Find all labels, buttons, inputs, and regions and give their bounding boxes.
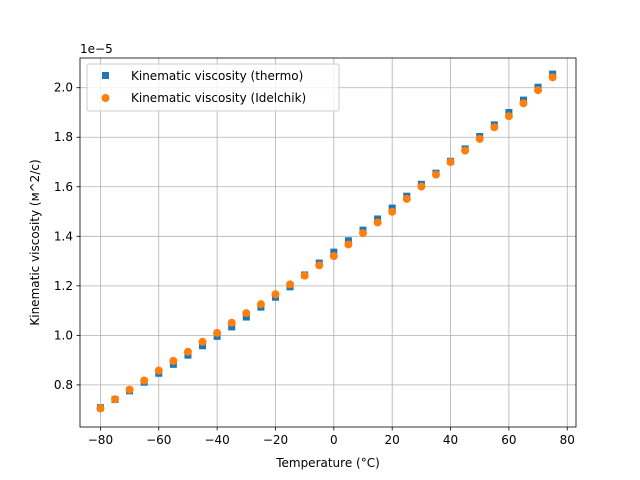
- y-tick-label: 1.2: [54, 279, 73, 293]
- point-idelchik: [461, 146, 470, 155]
- plot-frame: [79, 57, 577, 428]
- y-tick-label: 1.6: [54, 180, 73, 194]
- data-points: [96, 70, 557, 413]
- point-idelchik: [154, 366, 163, 375]
- x-tick-label: 80: [560, 433, 575, 447]
- point-idelchik: [344, 240, 353, 249]
- x-axis-label: Temperature (°C): [275, 456, 380, 470]
- point-idelchik: [519, 99, 528, 108]
- point-idelchik: [417, 182, 426, 191]
- point-idelchik: [256, 300, 265, 309]
- point-idelchik: [96, 404, 105, 413]
- point-idelchik: [359, 229, 368, 238]
- y-axis-label: Kinematic viscosity (м^2/с): [28, 159, 42, 325]
- y-tick-label: 2.0: [54, 81, 73, 95]
- point-idelchik: [111, 395, 120, 404]
- x-tick-label: −20: [263, 433, 288, 447]
- point-idelchik: [446, 158, 455, 167]
- x-tick-label: −40: [204, 433, 229, 447]
- legend-marker-thermo: [102, 72, 109, 79]
- point-idelchik: [504, 112, 513, 121]
- point-idelchik: [300, 271, 309, 280]
- y-tick-label: 1.8: [54, 130, 73, 144]
- x-tick-label: 20: [385, 433, 400, 447]
- point-thermo: [228, 323, 236, 331]
- point-idelchik: [169, 356, 178, 365]
- point-idelchik: [315, 261, 324, 270]
- point-idelchik: [373, 218, 382, 227]
- legend: Kinematic viscosity (thermo) Kinematic v…: [86, 63, 340, 112]
- point-idelchik: [140, 376, 149, 385]
- point-idelchik: [475, 134, 484, 143]
- plot-area: [80, 58, 576, 427]
- point-idelchik: [213, 328, 222, 337]
- legend-frame: [86, 63, 340, 112]
- y-axis: 0.8 1.0 1.2 1.4 1.6 1.8 2.0: [54, 81, 80, 392]
- y-tick-label: 0.8: [54, 378, 73, 392]
- x-tick-label: −60: [146, 433, 171, 447]
- legend-label-idelchik: Kinematic viscosity (Idelchik): [131, 91, 306, 105]
- y-tick-label: 1.4: [54, 229, 73, 243]
- point-idelchik: [183, 347, 192, 356]
- point-idelchik: [431, 170, 440, 179]
- point-idelchik: [271, 290, 280, 299]
- y-offset-label: 1e−5: [80, 42, 113, 56]
- point-idelchik: [388, 207, 397, 216]
- point-idelchik: [125, 385, 134, 394]
- x-tick-label: 40: [443, 433, 458, 447]
- point-idelchik: [242, 309, 251, 318]
- legend-marker-idelchik: [101, 94, 110, 102]
- y-tick-label: 1.0: [54, 328, 73, 342]
- x-tick-label: −80: [88, 433, 113, 447]
- point-idelchik: [490, 123, 499, 132]
- x-tick-label: 60: [501, 433, 516, 447]
- point-idelchik: [548, 73, 557, 82]
- point-idelchik: [534, 86, 543, 95]
- point-idelchik: [198, 337, 207, 346]
- x-tick-label: 0: [330, 433, 338, 447]
- point-idelchik: [286, 280, 295, 289]
- legend-label-thermo: Kinematic viscosity (thermo): [131, 69, 303, 83]
- point-idelchik: [329, 252, 338, 261]
- x-axis: −80 −60 −40 −20 0 20 40 60 80: [88, 427, 575, 447]
- point-idelchik: [227, 318, 236, 327]
- point-idelchik: [402, 194, 411, 203]
